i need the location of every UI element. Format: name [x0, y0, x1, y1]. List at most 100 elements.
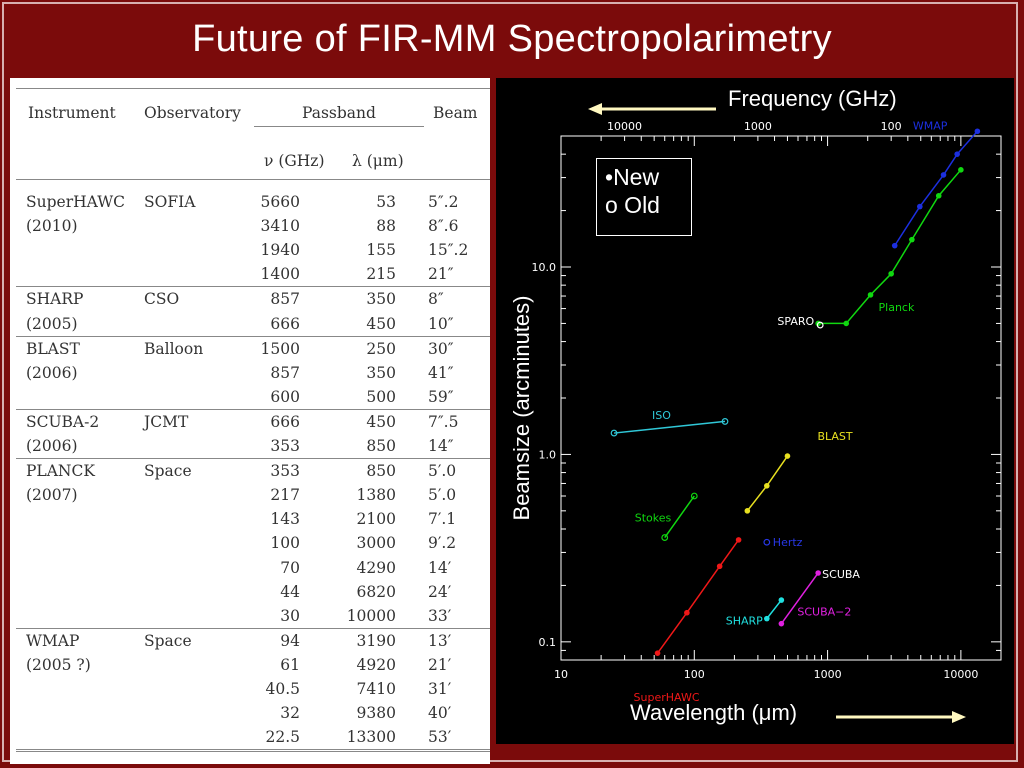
y-tick-label: 0.1 [539, 636, 557, 649]
cell-beam: 7′.1 [428, 510, 457, 529]
series-label: ISO [652, 409, 671, 422]
cell-frequency: 1940 [260, 241, 300, 260]
cell-frequency: 217 [270, 486, 300, 505]
cell-beam: 41″ [428, 363, 454, 382]
data-point [954, 151, 960, 157]
y-tick-label: 10.0 [532, 261, 557, 274]
header-passband: Passband [302, 104, 376, 122]
instrument-year: (2007) [26, 486, 78, 505]
passband-rule [254, 126, 424, 127]
legend-new: •New [605, 163, 691, 191]
series-label: SCUBA−2 [797, 606, 851, 619]
cell-beam: 7″.5 [428, 412, 459, 431]
data-point [940, 172, 947, 178]
data-point [917, 203, 923, 210]
observatory-name: JCMT [144, 412, 189, 431]
data-point [735, 537, 742, 543]
cell-frequency: 40.5 [265, 680, 300, 698]
cell-wavelength: 450 [366, 314, 396, 333]
cell-wavelength: 450 [366, 412, 396, 431]
cell-wavelength: 250 [366, 339, 396, 358]
top-tick-label: 100 [881, 120, 902, 133]
cell-wavelength: 3190 [356, 631, 396, 650]
data-point [909, 236, 915, 243]
top-axis-label: Frequency (GHz) [728, 86, 897, 111]
cell-wavelength: 4920 [356, 655, 396, 674]
cell-wavelength: 88 [376, 217, 396, 236]
instrument-name: WMAP [26, 631, 80, 650]
cell-beam: 15″.2 [428, 241, 469, 260]
cell-wavelength: 500 [366, 387, 396, 406]
cell-beam: 8″.6 [428, 217, 459, 236]
header-instrument: Instrument [28, 104, 116, 122]
cell-beam: 8″ [428, 290, 444, 309]
instrument-year: (2006) [26, 363, 78, 382]
cell-frequency: 857 [270, 363, 300, 382]
instrument-year: (2006) [26, 437, 78, 455]
observatory-name: CSO [144, 290, 180, 309]
instrument-name: SHARP [26, 290, 84, 309]
data-point [763, 538, 771, 546]
data-point [690, 492, 698, 500]
group-rule [16, 627, 490, 629]
data-point [891, 242, 898, 249]
instrument-year: (2005) [26, 314, 78, 333]
cell-beam: 24′ [428, 582, 452, 601]
cell-wavelength: 215 [366, 265, 396, 284]
cell-frequency: 70 [280, 558, 300, 577]
data-point [684, 609, 690, 616]
observatory-name: Balloon [144, 339, 204, 358]
cell-beam: 13′ [428, 631, 452, 650]
cell-frequency: 1500 [260, 339, 300, 358]
y-tick-label: 1.0 [539, 448, 557, 461]
cell-wavelength: 3000 [356, 534, 396, 553]
cell-frequency: 32 [280, 704, 300, 723]
series-label: SCUBA [822, 568, 860, 581]
cell-beam: 59″ [428, 387, 454, 406]
header-observatory: Observatory [144, 104, 241, 122]
cell-wavelength: 2100 [356, 510, 396, 529]
legend-new-label: New [613, 164, 660, 190]
cell-wavelength: 850 [366, 462, 396, 481]
cell-beam: 21″ [428, 265, 454, 284]
data-point [888, 270, 894, 277]
series-label: WMAP [913, 119, 948, 132]
cell-wavelength: 9380 [356, 704, 396, 723]
cell-frequency: 3410 [260, 217, 300, 236]
cell-wavelength: 13300 [346, 728, 396, 747]
instrument-year: (2005 ?) [26, 655, 91, 674]
data-point [764, 615, 770, 622]
data-point [661, 534, 669, 541]
series-line [780, 572, 819, 625]
series-line [664, 495, 695, 539]
data-point [654, 650, 661, 656]
instrument-name: SuperHAWC [26, 193, 125, 211]
top-tick-label: 10000 [607, 120, 642, 133]
series-line [656, 539, 740, 654]
x-tick-label: 10000 [943, 668, 978, 681]
observatory-name: Space [144, 631, 192, 650]
cell-frequency: 666 [270, 412, 300, 431]
cell-beam: 30″ [428, 339, 454, 358]
legend-new-marker: • [605, 164, 614, 190]
cell-wavelength: 7410 [356, 680, 396, 698]
cell-frequency: 5660 [260, 193, 300, 211]
x-tick-label: 1000 [814, 668, 842, 681]
cell-wavelength: 53 [376, 193, 396, 211]
cell-frequency: 30 [280, 606, 300, 625]
cell-beam: 21′ [428, 655, 452, 674]
data-point [815, 570, 821, 576]
data-point [784, 453, 791, 459]
data-point [610, 429, 618, 437]
cell-beam: 31′ [428, 680, 452, 698]
data-point [764, 483, 770, 489]
header-lambda: λ (μm) [352, 152, 404, 170]
beamsize-chart: 10 100 1000 10000 0.1 1.0 10.0 10000 1000 100 WMAP… [496, 78, 1014, 744]
x-axis-label: Wavelength (μm) [630, 700, 798, 725]
instrument-name: PLANCK [26, 462, 95, 481]
cell-beam: 33′ [428, 606, 452, 625]
data-point [721, 418, 729, 425]
table-top-rule [16, 88, 490, 89]
observatory-name: Space [144, 462, 192, 481]
